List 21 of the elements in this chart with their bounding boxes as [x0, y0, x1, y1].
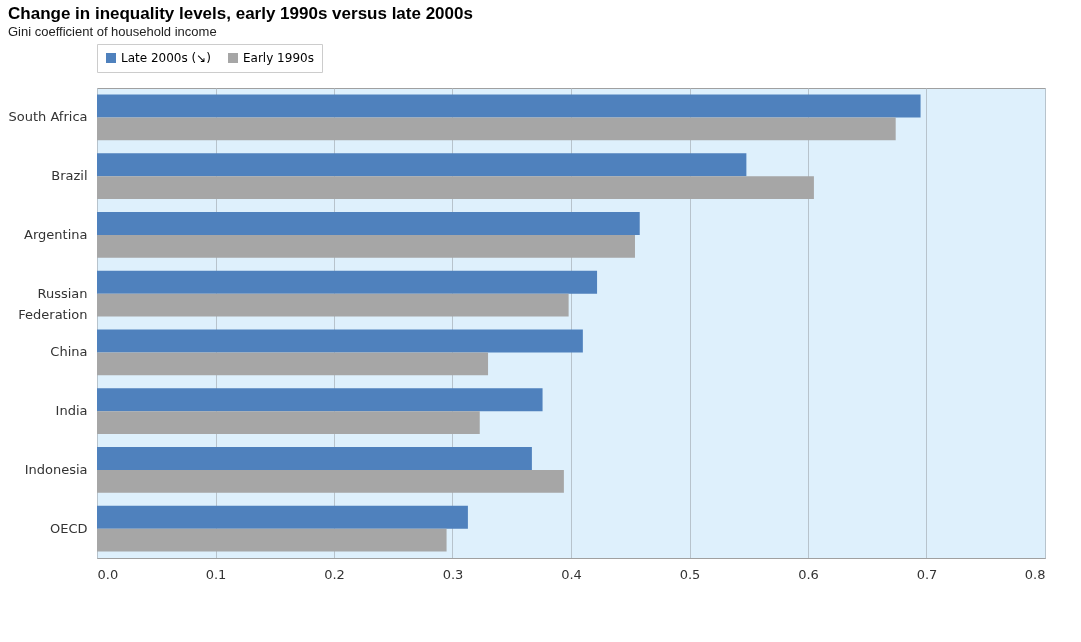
- legend-label: Late 2000s (↘): [121, 51, 211, 65]
- x-tick-label: 0.4: [561, 566, 582, 582]
- x-tick-label: 0.5: [679, 566, 701, 582]
- y-tick-label: Indonesia: [24, 461, 88, 477]
- y-tick-label: South Africa: [8, 109, 88, 125]
- y-tick-label: OECD: [49, 520, 88, 536]
- x-tick-label: 0.2: [324, 566, 345, 582]
- x-tick-label: 0.6: [798, 566, 819, 582]
- x-tick-label: 0.3: [442, 566, 464, 582]
- x-tick-label: 0.1: [205, 566, 227, 582]
- x-tick-label: 0.8: [1024, 566, 1046, 582]
- x-tick-label: 0.0: [97, 566, 119, 582]
- x-tick-label: 0.7: [916, 566, 938, 582]
- chart-subtitle: Gini coefficient of household income: [8, 23, 217, 39]
- legend-label: Early 1990s: [243, 51, 314, 65]
- y-tick-label: India: [55, 403, 88, 419]
- y-tick-label: Argentina: [24, 226, 88, 242]
- chart-title: Change in inequality levels, early 1990s versus late 2000s: [8, 3, 473, 23]
- y-tick-label: China: [50, 344, 88, 360]
- y-tick-label: Russian Federation: [18, 285, 88, 322]
- y-tick-label: Brazil: [51, 168, 88, 184]
